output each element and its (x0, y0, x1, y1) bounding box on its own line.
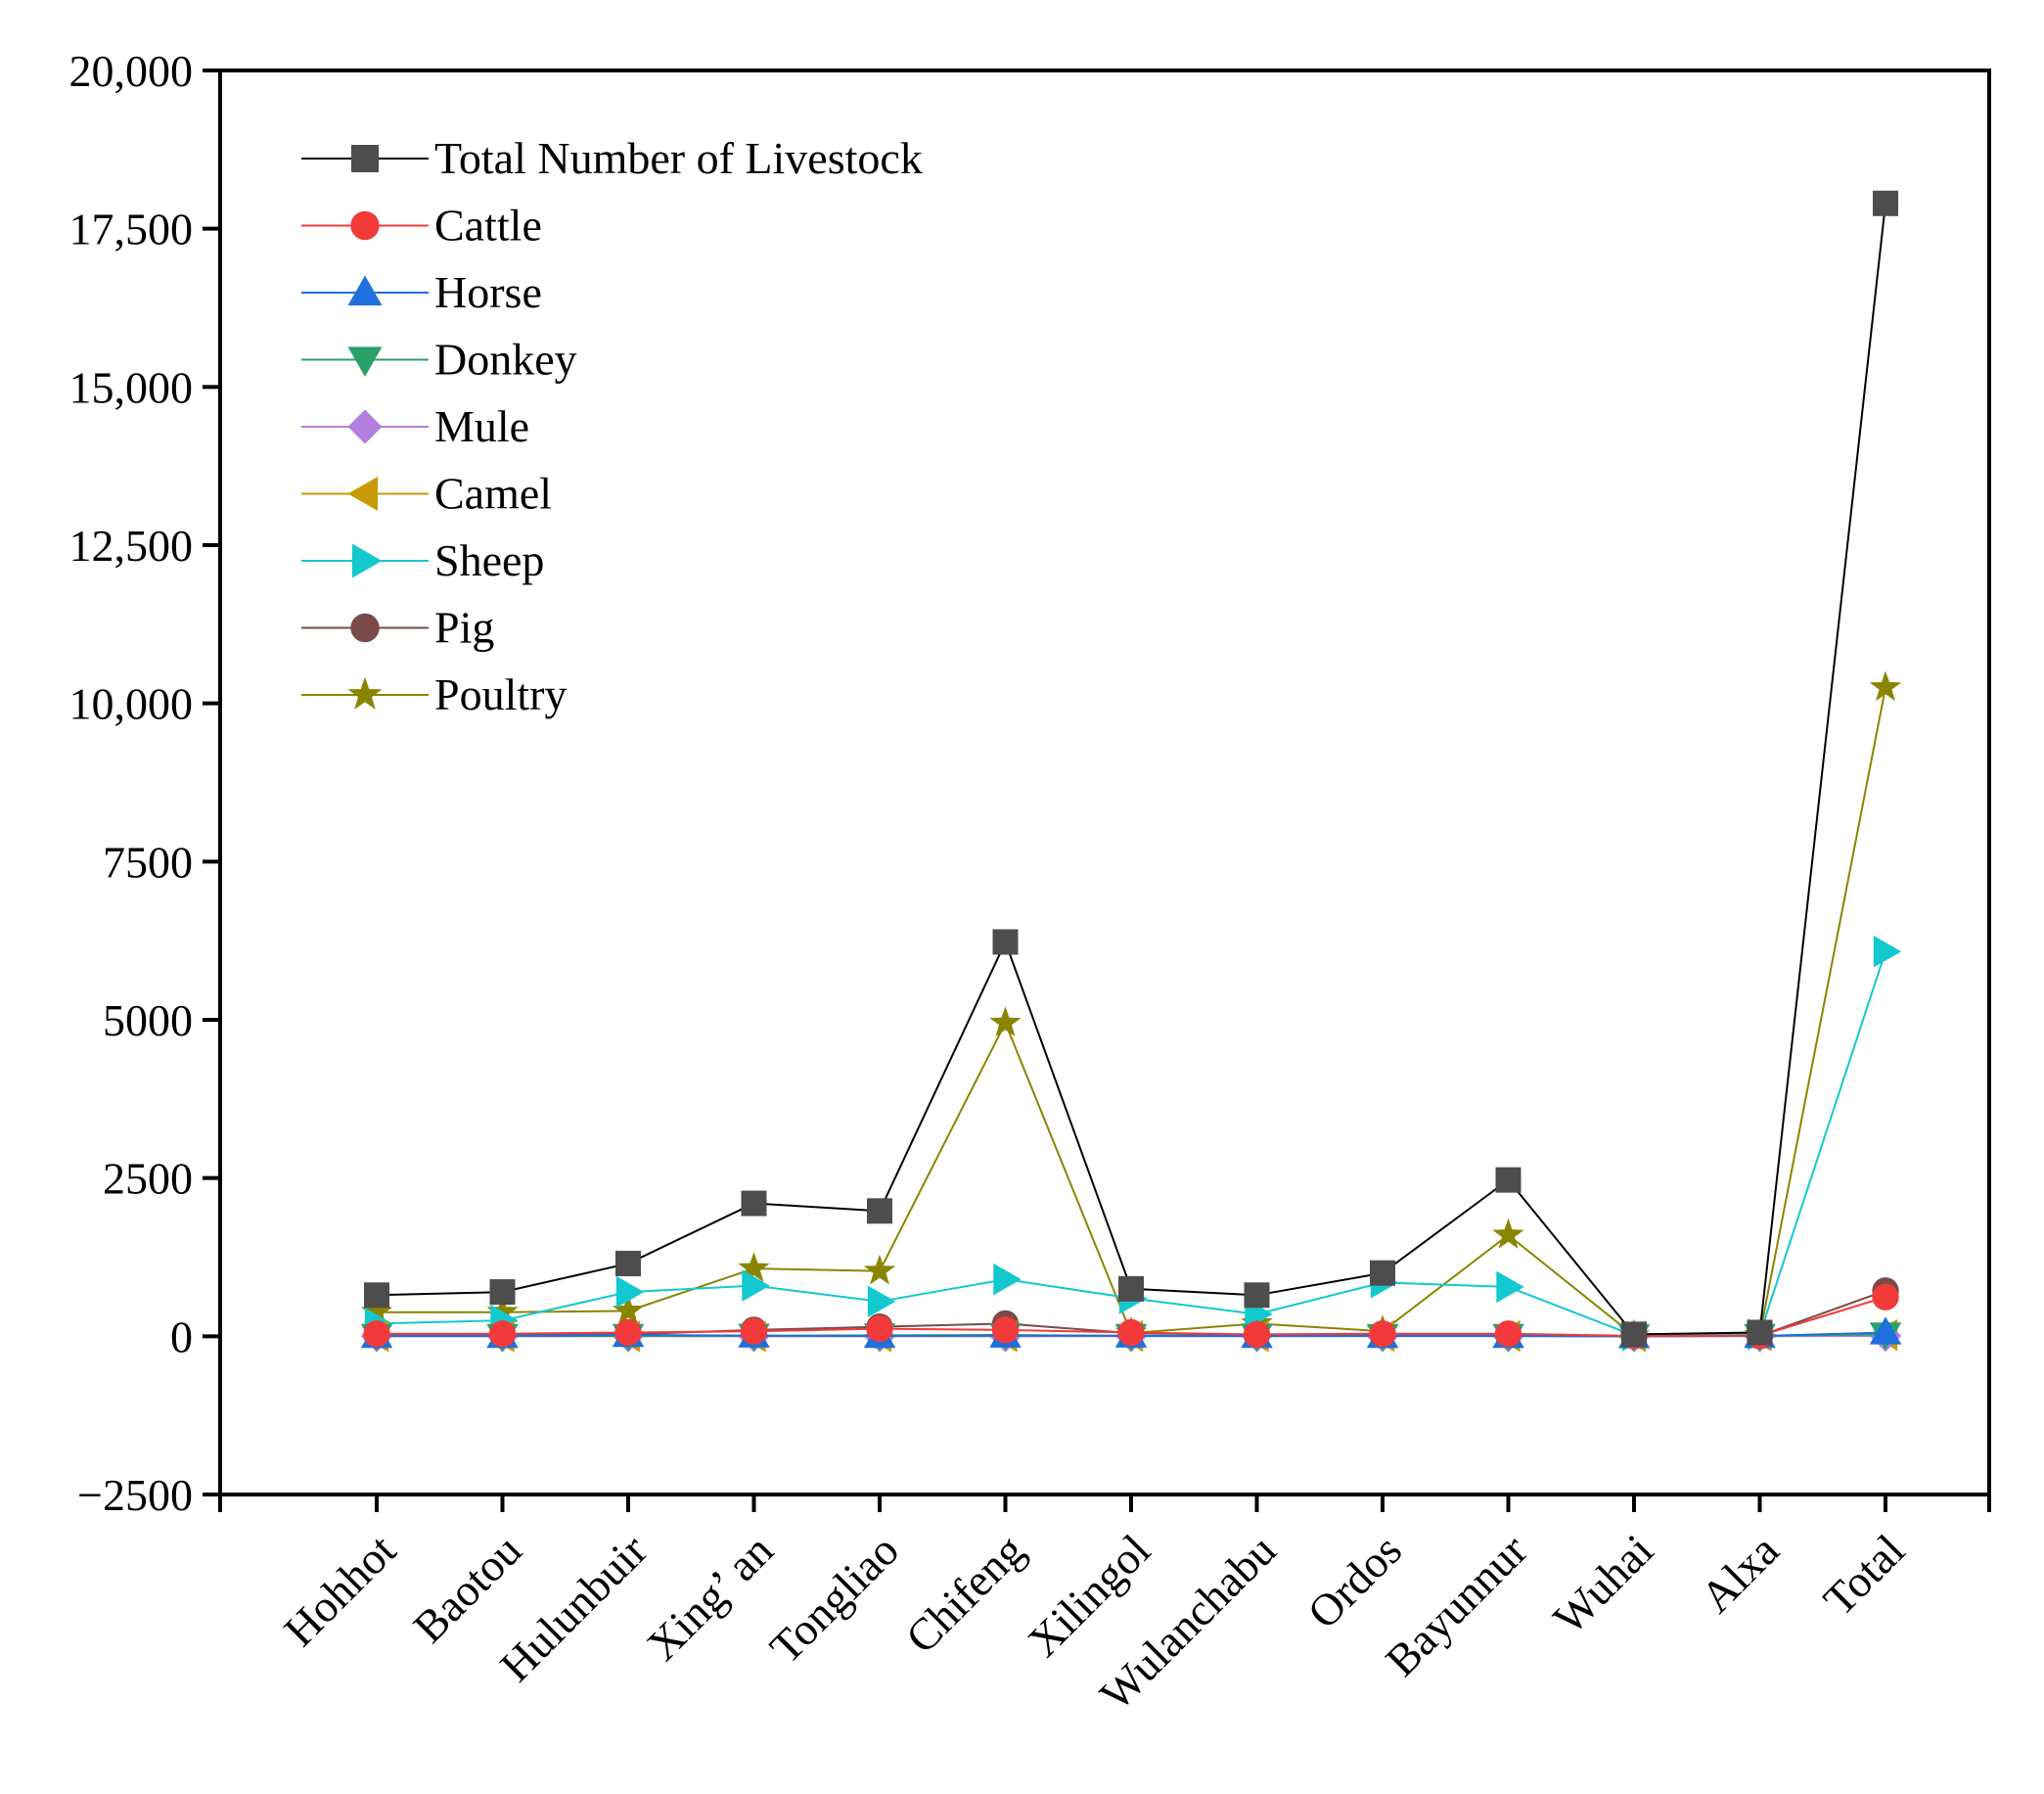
legend-item: Poultry (301, 669, 567, 719)
data-point (991, 1316, 1020, 1344)
x-category-label: Xing’ an (637, 1525, 782, 1670)
y-tick-label: 5000 (103, 995, 193, 1045)
x-category-label: Wuhai (1544, 1525, 1662, 1643)
data-point (1621, 1321, 1647, 1348)
x-category-label: Bayunnur (1376, 1525, 1536, 1685)
series-cattle (363, 1283, 1899, 1350)
legend-marker (351, 543, 383, 578)
data-point (1495, 1167, 1522, 1193)
legend-label: Cattle (434, 201, 542, 251)
data-point (615, 1275, 645, 1309)
data-point (992, 929, 1019, 955)
data-point (741, 1190, 767, 1217)
data-point (867, 1198, 892, 1224)
y-tick-label: 0 (170, 1311, 193, 1361)
legend-marker (347, 346, 383, 377)
x-category-label: Baotou (404, 1525, 531, 1652)
legend-marker (350, 613, 380, 643)
data-point (614, 1318, 642, 1347)
legend-item: Pig (301, 603, 494, 653)
y-tick-label: 2500 (103, 1154, 193, 1204)
data-point (486, 1295, 519, 1326)
data-point (1369, 1320, 1396, 1348)
data-point (1118, 1275, 1144, 1302)
data-point (1873, 190, 1898, 216)
legend-marker (350, 210, 380, 241)
data-point (1869, 1316, 1902, 1345)
y-tick-label: −2500 (77, 1470, 193, 1520)
data-point (863, 1254, 896, 1285)
y-tick-label: 15,000 (69, 362, 194, 412)
data-point (742, 1269, 770, 1302)
legend-label: Donkey (434, 335, 577, 385)
legend-item: Horse (301, 267, 542, 317)
legend-label: Total Number of Livestock (434, 133, 923, 183)
x-category-label: Alxa (1691, 1525, 1788, 1622)
series-line (376, 203, 1886, 1336)
data-point (1370, 1260, 1395, 1286)
legend: Total Number of Livestock Cattle Horse Donk… (301, 133, 923, 719)
series-poultry (360, 670, 1902, 1350)
data-point (1494, 1320, 1522, 1348)
data-point (1244, 1282, 1270, 1309)
y-axis: −2500 0 2500 5000 7500 10,000 12,500 15,000 17,5… (69, 46, 220, 1520)
x-category-label: Total (1814, 1525, 1914, 1625)
y-tick-label: 17,500 (69, 205, 194, 254)
data-point (1873, 935, 1902, 968)
data-point (740, 1317, 768, 1345)
y-tick-label: 20,000 (69, 46, 194, 96)
data-point (1492, 1218, 1524, 1249)
legend-marker (347, 275, 383, 306)
x-category-label: Hohhot (274, 1525, 405, 1656)
data-point (866, 1314, 893, 1343)
data-point (993, 1263, 1022, 1296)
legend-marker (347, 477, 379, 511)
data-point (989, 1006, 1022, 1036)
legend-label: Poultry (434, 669, 567, 719)
data-point (360, 1295, 393, 1326)
legend-marker (351, 145, 379, 172)
x-category-label: Tongliao (760, 1525, 908, 1673)
series-total-number-of-livestock (364, 190, 1898, 1348)
y-tick-label: 12,500 (69, 521, 194, 571)
legend-label: Mule (434, 401, 529, 451)
legend-marker (347, 409, 383, 444)
legend-label: Sheep (434, 535, 544, 585)
legend-item: Cattle (301, 201, 542, 251)
y-tick-label: 7500 (103, 837, 193, 887)
legend-item: Donkey (301, 335, 577, 385)
data-point (612, 1294, 645, 1325)
series-layer (360, 190, 1902, 1353)
data-point (615, 1250, 641, 1276)
data-point (867, 1285, 896, 1317)
legend-item: Camel (301, 469, 552, 519)
legend-item: Total Number of Livestock (301, 133, 923, 183)
legend-item: Sheep (301, 535, 544, 585)
legend-label: Horse (434, 267, 542, 317)
data-point (1869, 670, 1902, 702)
plot-frame (218, 69, 1991, 1496)
data-point (363, 1320, 390, 1348)
legend-label: Camel (434, 469, 552, 519)
data-point (489, 1279, 516, 1306)
data-point (1243, 1320, 1271, 1349)
legend-label: Pig (434, 603, 494, 653)
data-point (488, 1320, 517, 1348)
legend-marker (347, 676, 383, 710)
legend-item: Mule (301, 401, 529, 451)
x-category-label: Ordos (1297, 1525, 1411, 1638)
data-point (1747, 1319, 1773, 1346)
x-category-label: Chifeng (896, 1525, 1034, 1663)
data-point (1872, 1283, 1899, 1311)
data-point (738, 1252, 770, 1282)
data-point (1117, 1318, 1145, 1347)
data-point (364, 1282, 389, 1309)
y-tick-label: 10,000 (69, 679, 194, 729)
series-line (377, 687, 1886, 1337)
data-point (1496, 1270, 1524, 1304)
